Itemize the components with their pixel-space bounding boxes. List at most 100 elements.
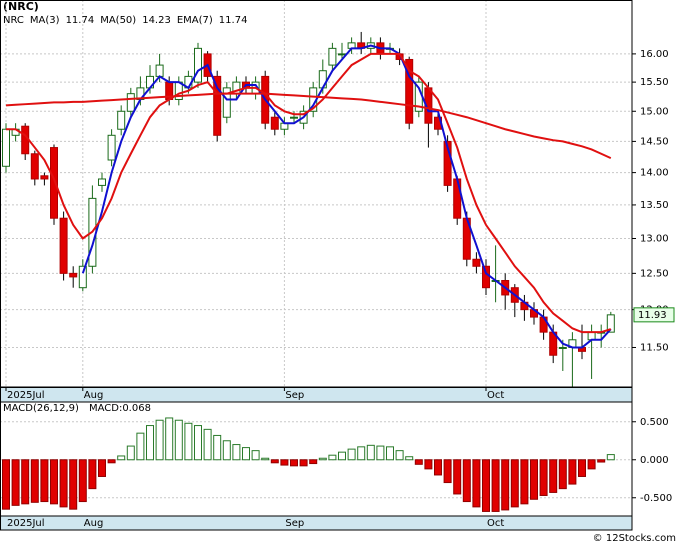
macd-name: MACD(26,12,9) xyxy=(3,403,79,414)
macd-bar xyxy=(501,459,510,511)
macd-bar xyxy=(434,459,442,476)
macd-bar xyxy=(568,459,577,485)
macd-bar xyxy=(318,457,327,461)
macd-bar xyxy=(146,425,154,461)
x-tick-label: Oct xyxy=(487,518,504,529)
macd-bar xyxy=(78,459,87,503)
macd-bar xyxy=(443,459,452,484)
y-tick-label: 13.00 xyxy=(640,233,669,244)
x-tick-label: Aug xyxy=(84,390,104,401)
macd-bar xyxy=(155,419,164,461)
legend-value: 11.74 xyxy=(66,15,95,26)
macd-bar xyxy=(184,422,193,461)
macd-bar xyxy=(597,459,606,463)
x-tick-label: Aug xyxy=(84,518,104,529)
legend-name: MA(50) xyxy=(100,15,136,26)
legend-value: 14.23 xyxy=(142,15,171,26)
macd-bar xyxy=(424,459,433,470)
candle-body xyxy=(117,110,126,130)
macd-bar xyxy=(530,459,538,500)
macd-bar xyxy=(472,459,481,508)
macd-bar xyxy=(510,459,519,508)
macd-bar xyxy=(222,440,231,461)
macd-bar xyxy=(126,445,135,461)
frame xyxy=(0,515,633,531)
y-tick-label: 14.00 xyxy=(640,168,669,179)
x-tick-label: 2025Jul xyxy=(7,390,45,401)
macd-bar xyxy=(386,446,394,461)
macd-bar xyxy=(242,447,250,461)
macd-value: 0.068 xyxy=(122,403,151,414)
macd-bar xyxy=(270,459,279,464)
macd-bar xyxy=(98,459,106,477)
macd-bar xyxy=(309,459,318,465)
macd-bar xyxy=(11,459,20,506)
candle-body xyxy=(78,265,87,289)
macd-bar xyxy=(280,459,289,466)
x-tick-label: Sep xyxy=(285,518,304,529)
macd-bar xyxy=(606,454,615,461)
macd-bar xyxy=(165,417,174,461)
macd-bar xyxy=(69,459,78,510)
macd-bar xyxy=(395,450,404,461)
macd-bar xyxy=(578,459,586,477)
macd-bar xyxy=(338,451,346,461)
macd-bar xyxy=(40,459,49,503)
ma-line xyxy=(81,44,612,349)
candle-body xyxy=(443,140,452,186)
candle-body xyxy=(2,128,10,167)
candle-body xyxy=(40,175,49,180)
y-tick-label: -0.500 xyxy=(640,493,672,504)
y-tick-label: 0.000 xyxy=(640,455,669,466)
macd-bar xyxy=(232,444,241,461)
candle-body xyxy=(482,265,490,289)
ma-line xyxy=(6,52,612,334)
candle-body xyxy=(606,314,615,333)
y-tick-label: 14.50 xyxy=(640,136,669,147)
y-tick-label: 12.50 xyxy=(640,268,669,279)
y-tick-label: 13.50 xyxy=(640,200,669,211)
y-tick-label: 0.500 xyxy=(640,417,669,428)
candle-body xyxy=(405,58,414,124)
candle-body xyxy=(59,217,68,274)
macd-bar xyxy=(261,457,270,461)
macd-bar xyxy=(462,459,471,503)
candle-body xyxy=(69,272,78,278)
candle-body xyxy=(270,116,279,130)
candle-body xyxy=(338,53,346,56)
legend-symbol: NRC xyxy=(3,15,24,26)
candle-body xyxy=(587,331,596,341)
ma-line xyxy=(5,92,612,160)
legend-name: MA(3) xyxy=(30,15,60,26)
macd-bar xyxy=(414,459,423,465)
page-title: (NRC) xyxy=(3,0,39,13)
macd-bar xyxy=(405,456,414,461)
y-tick-label: 15.50 xyxy=(640,77,669,88)
macd-bar xyxy=(117,455,126,461)
macd-bar xyxy=(21,459,30,505)
candle-body xyxy=(126,93,135,112)
legend-name: EMA(7) xyxy=(177,15,213,26)
macd-bar xyxy=(107,459,116,464)
candle-body xyxy=(98,178,106,186)
macd-bar xyxy=(491,459,500,512)
last-price-label: 11.93 xyxy=(638,310,667,321)
macd-bar xyxy=(539,459,548,496)
candle-body xyxy=(328,47,337,66)
macd-bar xyxy=(251,450,260,461)
macd-bar xyxy=(299,459,308,467)
macd-bar xyxy=(290,459,298,467)
candle-body xyxy=(213,75,222,136)
macd-bar xyxy=(174,419,183,461)
macd-bar xyxy=(376,445,385,461)
macd-bar xyxy=(366,444,375,461)
macd-bar xyxy=(453,459,462,495)
last-price-box xyxy=(633,307,675,323)
macd-bar xyxy=(194,425,202,461)
macd-bar xyxy=(2,459,10,510)
y-tick-label: 15.00 xyxy=(640,106,669,117)
candle-body xyxy=(558,346,567,349)
date-band xyxy=(0,516,632,530)
footer: © 12Stocks.com xyxy=(593,533,676,544)
